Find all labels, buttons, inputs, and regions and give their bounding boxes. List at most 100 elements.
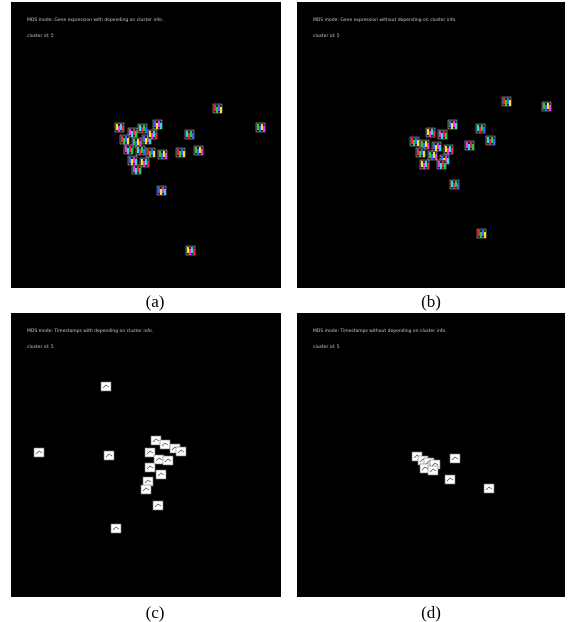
glyph-strip: [442, 161, 444, 167]
glyph-strip: [183, 151, 185, 157]
mode-text: MDS mode: Timestamps without depending o…: [313, 328, 447, 334]
glyph-strip: [443, 131, 445, 137]
glyph-strip: [143, 125, 145, 131]
glyph-strip: [135, 159, 137, 165]
glyph-strip: [423, 163, 425, 169]
glyph-strip: [121, 136, 123, 142]
glyph-strip: [193, 249, 195, 255]
glyph-strip: [472, 144, 474, 150]
glyph-strip: [133, 166, 135, 172]
glyph-strip: [507, 98, 509, 104]
glyph-strip: [187, 247, 189, 253]
glyph-strip: [131, 159, 133, 165]
glyph-strip: [214, 105, 216, 111]
glyph-strip: [154, 121, 156, 127]
glyph-strip: [145, 127, 147, 133]
glyph-strip: [263, 126, 265, 132]
glyph-strip: [186, 131, 188, 137]
glyph-strip: [131, 131, 133, 137]
glyph-strip: [493, 139, 495, 145]
glyph-strip: [155, 133, 157, 139]
glyph-strip: [149, 151, 151, 157]
panel: MDS mode: Gene expression with depending…: [11, 2, 281, 311]
glyph-strip: [135, 168, 137, 174]
glyph-strip: [482, 230, 484, 236]
glyph-strip: [445, 146, 447, 152]
cluster-text: cluster id: 5: [313, 33, 340, 39]
glyph-strip: [445, 133, 447, 139]
glyph: [176, 447, 186, 456]
glyph-strip: [433, 152, 435, 158]
glyph-strip: [120, 124, 122, 130]
glyph-strip: [143, 161, 145, 167]
cluster-text: cluster id: 5: [313, 344, 340, 350]
glyph-strip: [141, 159, 143, 165]
glyph-strip: [421, 149, 423, 155]
glyph-strip: [125, 136, 127, 142]
glyph-strip: [413, 140, 415, 146]
glyph: [153, 501, 163, 510]
glyph-strip: [137, 147, 139, 153]
glyph-strip: [543, 103, 545, 109]
glyph: [101, 382, 111, 391]
glyph-strip: [129, 129, 131, 135]
glyph-strip: [147, 149, 149, 155]
glyph-strip: [425, 141, 427, 147]
glyph-strip: [421, 141, 423, 147]
glyph-strip: [129, 157, 131, 163]
glyph-strip: [188, 133, 190, 139]
glyph-strip: [457, 183, 459, 189]
glyph-strip: [137, 139, 139, 145]
glyph-strip: [545, 105, 547, 111]
glyph: [151, 436, 161, 445]
panel: MDS mode: Gene expression without depend…: [297, 2, 565, 311]
glyph-strip: [159, 151, 161, 157]
glyph-strip: [141, 147, 143, 153]
glyph-strip: [444, 163, 446, 169]
glyph-strip: [449, 121, 451, 127]
glyph-strip: [164, 189, 166, 195]
glyph-strip: [429, 131, 431, 137]
glyph-strip: [479, 127, 481, 133]
cluster-text: cluster id: 5: [27, 33, 54, 39]
glyph-strip: [417, 149, 419, 155]
glyph-strip: [453, 183, 455, 189]
glyph-strip: [133, 157, 135, 163]
glyph-strip: [468, 144, 470, 150]
glyph-strip: [179, 151, 181, 157]
glyph-strip: [480, 232, 482, 238]
screenshot-background: [11, 2, 281, 288]
glyph-strip: [481, 125, 483, 131]
glyph-strip: [440, 163, 442, 169]
glyph-strip: [415, 138, 417, 144]
glyph: [445, 475, 455, 484]
figure: MDS mode: Gene expression with depending…: [0, 0, 570, 622]
glyph-strip: [189, 249, 191, 255]
glyph-strip: [220, 107, 222, 113]
glyph-strip: [447, 148, 449, 154]
panel: MDS mode: Timestamps without depending o…: [297, 313, 565, 622]
glyph-strip: [118, 126, 120, 132]
glyph: [104, 451, 114, 460]
glyph-strip: [191, 247, 193, 253]
glyph-strip: [158, 187, 160, 193]
glyph-strip: [151, 149, 153, 155]
glyph: [450, 454, 460, 463]
glyph-strip: [427, 143, 429, 149]
glyph: [163, 456, 173, 465]
glyph-strip: [165, 153, 167, 159]
glyph: [428, 466, 438, 475]
caption: (b): [421, 292, 441, 311]
glyph-strip: [145, 138, 147, 144]
glyph-strip: [491, 137, 493, 143]
glyph-strip: [257, 124, 259, 130]
glyph: [156, 470, 166, 479]
glyph-strip: [151, 133, 153, 139]
glyph-strip: [453, 121, 455, 127]
glyph-strip: [216, 107, 218, 113]
glyph-strip: [484, 232, 486, 238]
glyph-strip: [201, 149, 203, 155]
glyph-strip: [218, 105, 220, 111]
glyph: [34, 448, 44, 457]
glyph-strip: [139, 168, 141, 174]
